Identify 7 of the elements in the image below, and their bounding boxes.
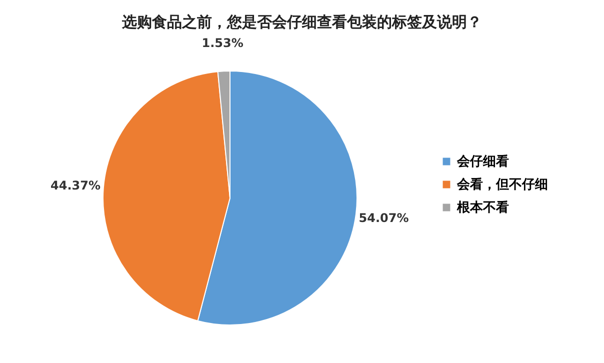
legend-label: 会看，但不仔细 [456,176,548,192]
legend-label: 会仔细看 [456,154,509,170]
data-label: 44.37% [50,178,100,193]
chart-title: 选购食品之前，您是否会仔细查看包装的标签及说明？ [121,13,482,31]
data-label: 54.07% [358,210,409,225]
legend-label: 根本不看 [456,200,509,216]
data-label: 1.53% [202,36,244,50]
